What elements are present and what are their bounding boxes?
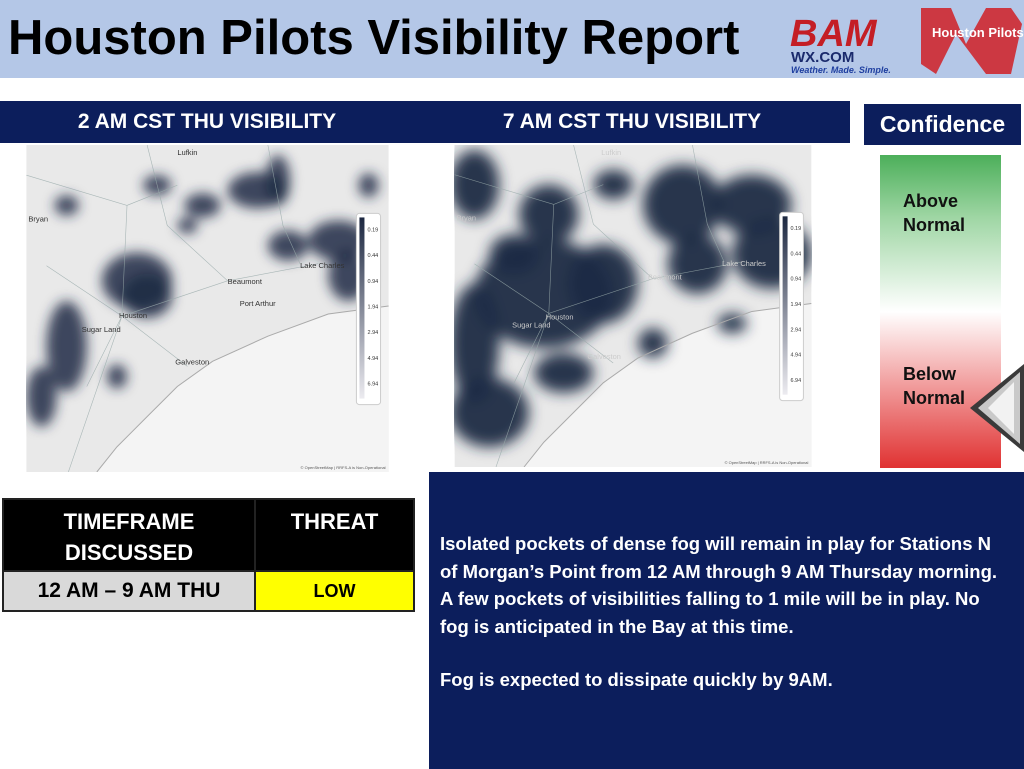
fog-area <box>454 283 500 403</box>
fog-area <box>519 184 579 245</box>
place-label: Lake Charles <box>300 261 345 270</box>
place-label: Galveston <box>175 357 209 366</box>
map-header: 7 AM CST THU VISIBILITY <box>414 101 850 143</box>
legend-label: 4.94 <box>367 356 378 362</box>
legend-label: 4.94 <box>791 353 802 359</box>
fog-area <box>667 234 728 294</box>
logo-tagline: Weather. Made. Simple. <box>791 65 891 75</box>
legend-label: 0.19 <box>367 228 378 234</box>
fog-area <box>712 174 792 235</box>
coastline <box>96 305 389 472</box>
legend-label: 1.94 <box>791 302 802 308</box>
logo-bam: BAM <box>790 13 878 55</box>
table-header: TIMEFRAME DISCUSSED <box>2 498 256 572</box>
fog-area <box>637 328 668 359</box>
place-label: Lufkin <box>601 148 621 157</box>
summary-box: Isolated pockets of dense fog will remai… <box>429 472 1024 769</box>
legend-label: 0.94 <box>791 277 802 283</box>
gulf <box>524 303 812 467</box>
fog-area <box>533 353 594 393</box>
table-cell: 12 AM – 9 AM THU <box>2 570 256 612</box>
map-header: 2 AM CST THU VISIBILITY <box>0 101 414 143</box>
visibility-map: Lufkin Bryan Beaumont Lake Charles HoustonSu… <box>454 145 812 467</box>
fog-area <box>642 164 723 245</box>
place-label: Houston <box>546 312 574 321</box>
place-label: Houston <box>119 311 147 320</box>
legend-label: 1.94 <box>367 305 378 311</box>
legend-ramp <box>782 216 788 395</box>
fog-area <box>184 193 221 218</box>
legend-label: 6.94 <box>367 381 378 387</box>
summary-text: Isolated pockets of dense fog will remai… <box>440 533 998 637</box>
coastline <box>523 303 812 467</box>
confidence-header: Confidence <box>864 104 1021 145</box>
logos: BAM WX.COM Weather. Made. Simple. Housto… <box>790 8 1024 75</box>
fog-area <box>46 300 87 392</box>
header-band <box>0 0 1024 78</box>
attribution: © OpenStreetMap | RRFS-A is Non-Operatio… <box>725 460 809 465</box>
confidence-low: Below Normal <box>903 364 966 408</box>
place-label: Beaumont <box>228 277 263 286</box>
roads <box>454 145 743 467</box>
place-label: Sugar Land <box>512 320 550 329</box>
place-label: Port Arthur <box>240 299 276 308</box>
fog-area <box>177 217 198 234</box>
summary-text: Fog is expected to dissipate quickly by … <box>440 669 833 690</box>
place-label: Galveston <box>587 352 620 361</box>
gulf <box>96 305 389 472</box>
fog-area <box>267 230 309 261</box>
table-cell: LOW <box>254 570 415 612</box>
legend-label: 6.94 <box>791 378 802 384</box>
logo-pilots: Houston Pilots <box>932 25 1024 40</box>
legend-ramp <box>359 217 365 399</box>
logo-wx: WX.COM <box>791 49 854 66</box>
place-label: Lake Charles <box>722 259 766 268</box>
fog-area <box>717 313 747 334</box>
confidence-high: Above Normal <box>903 191 966 235</box>
legend-label: 2.94 <box>367 330 378 336</box>
legend-label: 0.19 <box>791 226 802 232</box>
place-label: Bryan <box>28 214 48 223</box>
logo-pilots-mark <box>921 8 1022 74</box>
table-header: THREAT <box>254 498 415 572</box>
fog-area <box>593 169 633 200</box>
place-label: Sugar Land <box>82 325 121 334</box>
legend-label: 0.44 <box>367 253 378 259</box>
fog-field <box>454 149 812 448</box>
fog-area <box>121 273 173 319</box>
fog-area <box>454 149 500 220</box>
fog-area <box>568 244 638 324</box>
roads <box>26 145 319 472</box>
legend-label: 2.94 <box>791 327 802 333</box>
fog-area <box>358 173 379 198</box>
visibility-map: Lufkin Bryan Beaumont Port Arthur Lake Charl… <box>26 145 389 472</box>
fog-area <box>489 234 539 274</box>
fog-area <box>454 377 529 448</box>
threat-table: TIMEFRAME DISCUSSED THREAT 12 AM – 9 AM … <box>2 498 415 612</box>
place-label: Beaumont <box>648 273 682 282</box>
fog-area <box>54 195 79 216</box>
legend-label: 0.44 <box>791 251 802 257</box>
attribution: © OpenStreetMap | RRFS-A is Non-Operatio… <box>301 465 386 470</box>
fog-area <box>308 220 369 261</box>
slide-title: Houston Pilots Visibility Report <box>8 11 740 65</box>
fog-area <box>26 366 57 427</box>
legend-label: 0.94 <box>367 279 378 285</box>
place-label: Lufkin <box>177 148 197 157</box>
confidence-pointer <box>970 364 1024 452</box>
place-label: Bryan <box>457 213 476 222</box>
fog-area <box>106 364 128 389</box>
